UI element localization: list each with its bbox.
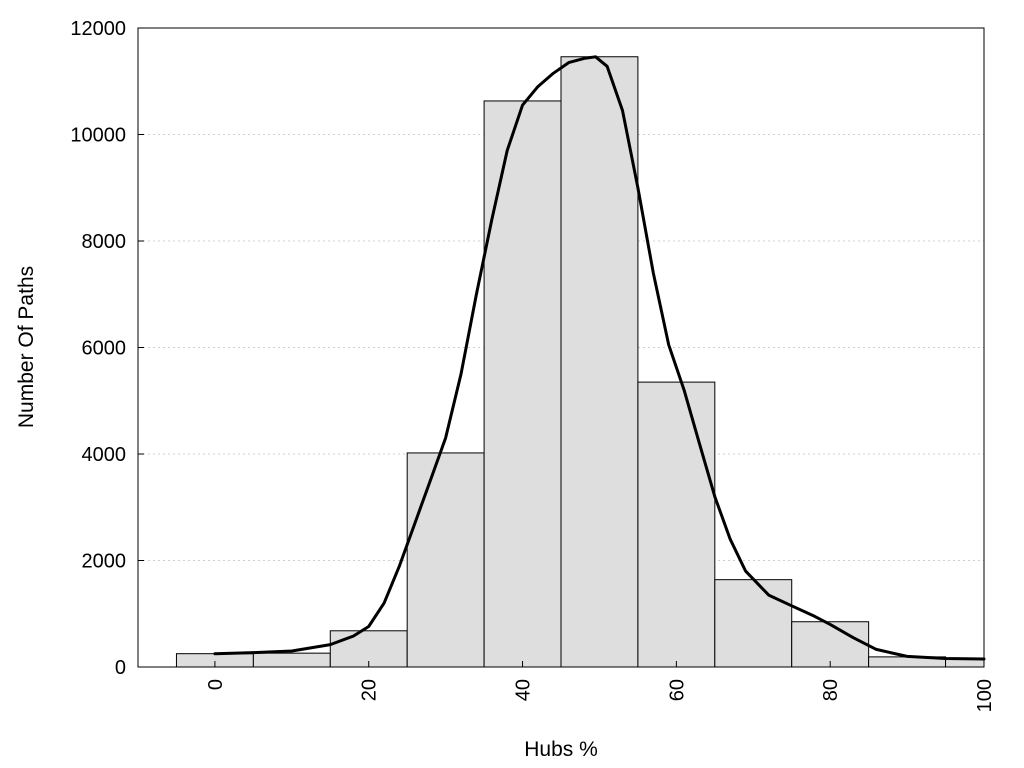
histogram-bar [483,100,562,668]
histogram-bar [637,381,716,668]
y-tick-label: 10000 [70,125,126,147]
x-tick-label: 0 [205,679,227,690]
x-tick-label: 100 [974,679,996,712]
x-tick-label: 40 [513,679,535,701]
histogram-bar [791,621,870,668]
x-tick-label: 20 [359,679,381,701]
density-curve-layer [213,55,986,661]
histogram-bar [560,56,639,668]
histogram-bar [252,652,331,668]
y-tick-label: 4000 [82,444,127,466]
x-tick-label: 80 [820,679,842,701]
y-tick-label: 2000 [82,551,127,573]
x-axis: 0 20 40 60 80 100 [205,661,996,712]
histogram-bar [329,630,408,668]
x-axis-label: Hubs % [524,738,598,761]
histogram-bar [714,579,793,668]
histogram-bars [175,56,985,668]
gridlines [138,134,984,561]
x-tick-label: 60 [666,679,688,701]
y-tick-label: 8000 [82,231,127,253]
y-tick-label: 12000 [70,18,126,40]
histogram-bar [406,452,485,668]
y-axis-label: Number Of Paths [15,266,38,428]
y-tick-label: 6000 [82,338,127,360]
y-tick-label: 0 [115,657,126,679]
y-axis: 0 2000 4000 6000 8000 10000 12000 [70,18,144,679]
density-curve [213,55,986,661]
